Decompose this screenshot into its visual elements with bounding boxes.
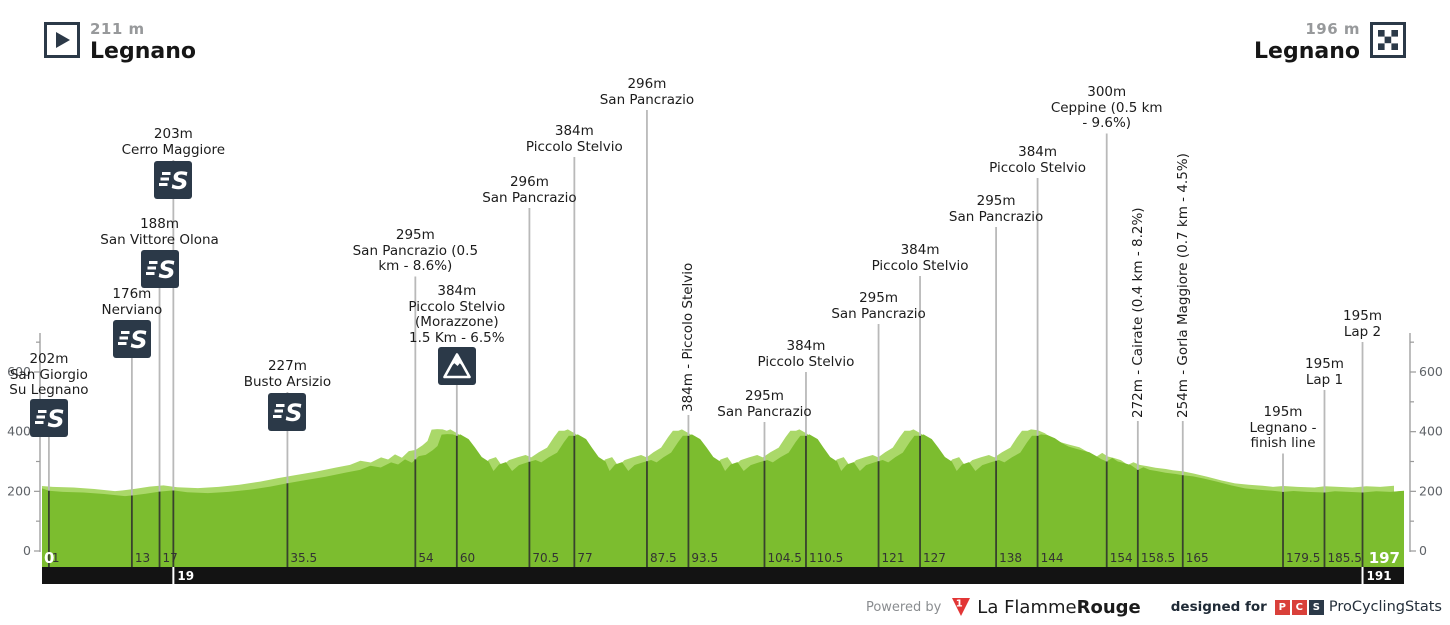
climb-label-vertical: 272m - Cairate (0.4 km - 8.2%) <box>1129 207 1146 418</box>
finish-city: Legnano <box>1254 38 1360 64</box>
marker-label: 296m San Pancrazio <box>482 174 577 206</box>
la-flamme-rouge-wordmark: La FlammeRouge <box>977 596 1141 618</box>
marker-label: 295m San Pancrazio <box>948 193 1044 225</box>
marker-label: 384m Piccolo Stelvio <box>989 144 1087 176</box>
svg-text:1: 1 <box>956 599 963 610</box>
marker-label: 384m Piccolo Stelvio <box>871 242 969 274</box>
sprint-icon: S <box>268 393 307 431</box>
sprint-icon: S <box>154 161 193 199</box>
km-bar-label: 191 <box>1367 569 1392 583</box>
km-start-label: 0 <box>44 549 54 567</box>
km-tick-label: 154 <box>1110 551 1133 565</box>
km-bar-label: 19 <box>177 569 194 583</box>
km-tick-label: 60 <box>460 551 475 565</box>
sprint-icon: S <box>29 399 68 437</box>
km-tick-label: 17 <box>163 551 178 565</box>
y-axis-tick-label: 400 <box>7 424 31 439</box>
marker-label: 295m San Pancrazio <box>717 388 812 420</box>
finish-flag-icon <box>1370 22 1406 58</box>
marker-label: 296m San Pancrazio <box>599 76 695 108</box>
km-tick-label: 13 <box>135 551 150 565</box>
la-flamme-rouge-link[interactable]: 1 La FlammeRouge <box>951 596 1141 618</box>
km-tick-label: 185.5 <box>1327 551 1361 565</box>
sprint-icon: S <box>140 250 179 288</box>
marker-label: 384m Piccolo Stelvio (Morazzone) 1.5 Km - 6… <box>408 283 506 346</box>
km-tick-label: 35.5 <box>290 551 317 565</box>
km-tick-label: 54 <box>418 551 433 565</box>
climb-label-vertical: 384m - Piccolo Stelvio <box>680 262 697 412</box>
powered-by-text: Powered by <box>865 599 942 615</box>
marker-label: 295m San Pancrazio <box>831 290 926 322</box>
pcs-logo-icon: P C S <box>1274 599 1324 615</box>
km-tick-label: 93.5 <box>691 551 718 565</box>
svg-text:S: S <box>158 256 175 284</box>
finish-header: 196 m Legnano <box>1254 20 1406 64</box>
marker-label: 188m San Vittore Olona <box>100 216 219 248</box>
km-tick-label: 70.5 <box>532 551 559 565</box>
km-tick-label: 104.5 <box>767 551 801 565</box>
procyclingstats-wordmark: ProCyclingStats <box>1328 599 1442 615</box>
footer-credits: Powered by 1 La FlammeRouge designed for… <box>866 593 1442 621</box>
km-tick-label: 138 <box>999 551 1022 565</box>
start-elevation: 211 m <box>90 20 145 38</box>
km-tick-label: 87.5 <box>650 551 677 565</box>
km-tick-label: 165 <box>1186 551 1209 565</box>
km-tick-label: 127 <box>923 551 946 565</box>
km-tick-label: 121 <box>882 551 905 565</box>
marker-label: 203m Cerro Maggiore <box>121 126 226 158</box>
svg-text:S: S <box>286 399 303 427</box>
mountain-icon <box>437 347 476 385</box>
marker-label: 300m Ceppine (0.5 km - 9.6%) <box>1050 84 1163 131</box>
km-tick-label: 1 <box>52 551 60 565</box>
y-axis-tick-label: 0 <box>23 543 31 558</box>
svg-text:S: S <box>47 405 64 433</box>
y-axis-tick-label: 600 <box>1419 364 1443 379</box>
marker-label: 384m Piccolo Stelvio <box>757 338 855 370</box>
climb-label-vertical: 254m - Gorla Maggiore (0.7 km - 4.5%) <box>1174 153 1191 418</box>
km-tick-label: 158.5 <box>1141 551 1175 565</box>
km-tick-label: 179.5 <box>1286 551 1320 565</box>
procyclingstats-link[interactable]: P C S ProCyclingStats <box>1274 599 1442 615</box>
marker-label: 202m San Giorgio Su Legnano <box>9 351 89 398</box>
marker-label: 195m Lap 1 <box>1305 356 1344 388</box>
marker-label: 295m San Pancrazio (0.5 km - 8.6%) <box>352 227 479 274</box>
y-axis-tick-label: 0 <box>1419 543 1427 558</box>
designed-for-text: designed for <box>1170 599 1267 615</box>
marker-label: 176m Nerviano <box>101 286 163 318</box>
y-axis-tick-label: 600 <box>7 364 31 379</box>
km-tick-label: 77 <box>577 551 592 565</box>
km-end-label: 197 <box>1369 549 1400 567</box>
sprint-icon: S <box>112 320 151 358</box>
svg-text:S: S <box>130 326 147 354</box>
svg-text:S: S <box>172 167 189 195</box>
start-flag-icon <box>44 22 80 58</box>
marker-label: 195m Legnano - finish line <box>1249 404 1317 451</box>
finish-elevation: 196 m <box>1305 20 1360 38</box>
y-axis-tick-label: 200 <box>7 483 31 498</box>
marker-label: 195m Lap 2 <box>1343 308 1382 340</box>
km-tick-label: 144 <box>1041 551 1064 565</box>
start-header: 211 m Legnano <box>44 20 196 64</box>
y-axis-tick-label: 200 <box>1419 483 1443 498</box>
y-axis-tick-label: 400 <box>1419 424 1443 439</box>
marker-label: 227m Busto Arsizio <box>243 358 332 390</box>
la-flamme-rouge-icon: 1 <box>952 598 971 616</box>
marker-label: 384m Piccolo Stelvio <box>525 123 623 155</box>
km-tick-label: 110.5 <box>809 551 843 565</box>
start-city: Legnano <box>90 38 196 64</box>
